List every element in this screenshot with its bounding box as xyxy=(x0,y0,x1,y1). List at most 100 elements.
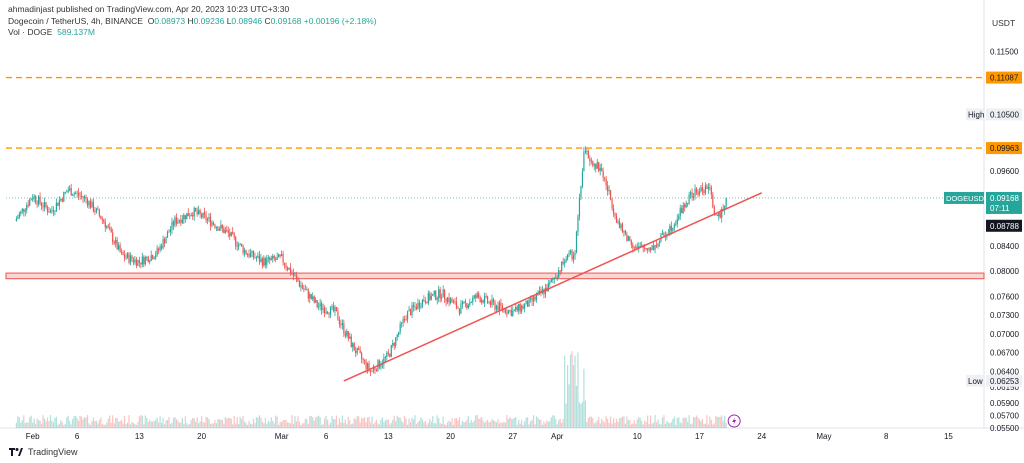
candle-body xyxy=(82,196,84,199)
volume-bar xyxy=(415,423,418,428)
candle-body xyxy=(272,255,274,259)
candle-body xyxy=(618,221,621,228)
volume-bar xyxy=(91,421,93,428)
volume-bar xyxy=(633,420,635,428)
ascending-trendline[interactable] xyxy=(343,192,763,382)
volume-bar xyxy=(673,416,675,428)
candle-body xyxy=(617,221,619,223)
candle-body xyxy=(95,208,97,213)
candle-body xyxy=(32,198,34,200)
candle-body xyxy=(538,290,541,293)
volume-bar xyxy=(553,415,555,428)
y-tick-label: 0.11500 xyxy=(990,48,1019,57)
volume-bar xyxy=(144,415,146,428)
volume-bar xyxy=(538,419,541,428)
candle-body xyxy=(155,255,157,258)
volume-bar xyxy=(298,421,300,428)
volume-bar xyxy=(500,422,502,428)
volume-bar xyxy=(27,422,29,428)
candle-body xyxy=(433,291,435,295)
current-price-label: 0.09168 xyxy=(990,194,1019,203)
volume-bar xyxy=(642,424,644,428)
candle-body xyxy=(362,358,364,360)
candle-body xyxy=(575,232,578,253)
support-zone[interactable] xyxy=(5,272,985,280)
candle-body xyxy=(395,337,397,346)
volume-bar xyxy=(424,421,426,428)
candle-body xyxy=(66,191,68,193)
volume-bar xyxy=(569,354,572,428)
volume-bar xyxy=(103,424,105,428)
candle-body xyxy=(488,301,490,303)
candle-body xyxy=(89,201,92,208)
volume-bar xyxy=(212,423,215,428)
volume-bar xyxy=(572,365,575,428)
volume-bar xyxy=(276,416,278,428)
volume-bar xyxy=(60,420,62,428)
volume-bar xyxy=(281,421,283,428)
candle-body xyxy=(561,261,563,272)
volume-bar xyxy=(223,423,225,428)
volume-bar xyxy=(335,415,338,428)
volume-bar xyxy=(587,418,589,428)
volume-bar xyxy=(356,416,358,428)
volume-bar xyxy=(205,416,207,428)
candle-body xyxy=(535,295,538,300)
candle-body xyxy=(35,196,37,203)
volume-bar xyxy=(716,416,718,428)
candle-body xyxy=(198,210,200,214)
candle-body xyxy=(60,198,62,201)
candle-body xyxy=(559,270,561,272)
volume-bar xyxy=(131,421,133,428)
candle-body xyxy=(469,302,471,305)
symbol-name[interactable]: Dogecoin / TetherUS, 4h, BINANCE xyxy=(8,16,143,26)
volume-bar xyxy=(30,415,32,428)
candle-body xyxy=(584,151,586,152)
candle-body xyxy=(257,255,259,258)
volume-bar xyxy=(615,418,618,428)
candle-body xyxy=(500,302,502,306)
candle-body xyxy=(196,211,198,214)
candle-body xyxy=(679,208,681,217)
volume-bar xyxy=(670,422,672,428)
volume-bar xyxy=(172,418,175,428)
volume-bar xyxy=(35,424,37,428)
volume-bar xyxy=(238,424,240,428)
candle-body xyxy=(220,224,222,230)
candle-body xyxy=(316,300,318,308)
volume-bar xyxy=(476,415,478,428)
candle-body xyxy=(716,215,718,217)
candle-body xyxy=(725,197,727,206)
x-tick-label: 6 xyxy=(75,432,80,441)
candle-body xyxy=(516,306,518,311)
candle-body xyxy=(352,343,354,348)
candle-body xyxy=(639,245,641,247)
candle-body xyxy=(644,247,646,249)
volume-bar xyxy=(321,424,323,428)
volume-bar xyxy=(484,422,486,428)
candle-body xyxy=(486,296,489,303)
candle-body xyxy=(387,352,389,354)
candle-body xyxy=(67,190,69,192)
candle-body xyxy=(645,248,647,249)
candle-body xyxy=(214,224,216,228)
volume-bar xyxy=(469,422,471,428)
volume-bar xyxy=(532,415,535,428)
volume-bar xyxy=(599,423,601,428)
candle-body xyxy=(258,255,260,262)
volume-bar xyxy=(604,422,606,428)
volume-bar xyxy=(20,422,22,428)
volume-bar xyxy=(516,424,518,428)
candle-body xyxy=(193,207,195,217)
volume-bar xyxy=(358,416,360,428)
candle-body xyxy=(212,222,215,225)
level-price-label: 0.09963 xyxy=(990,144,1019,153)
volume-bar xyxy=(270,417,272,428)
volume-bar xyxy=(288,422,290,428)
volume-bar xyxy=(63,424,65,428)
candle-body xyxy=(273,255,275,259)
candle-body xyxy=(249,253,252,257)
candle-body xyxy=(687,203,689,204)
candle-body xyxy=(322,308,324,310)
